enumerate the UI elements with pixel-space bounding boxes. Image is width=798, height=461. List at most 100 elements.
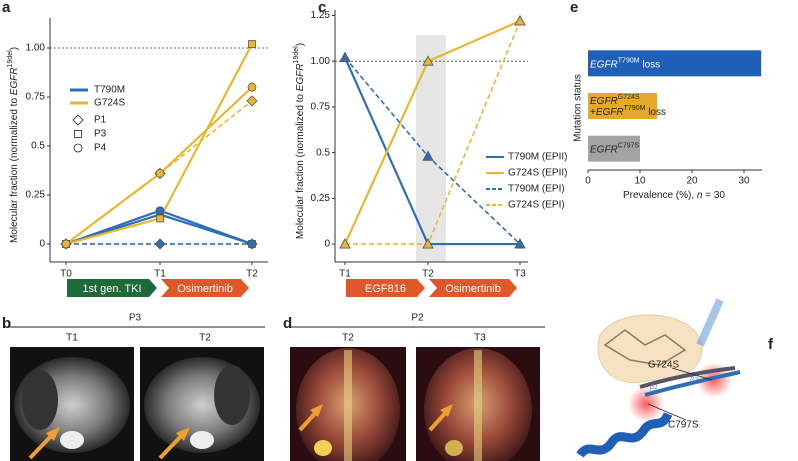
strand-label: β1: [649, 384, 658, 391]
legend-label: P1: [94, 115, 107, 126]
treatment-label: EGF816: [365, 283, 406, 295]
marker: [247, 239, 257, 249]
marker: [248, 40, 256, 48]
panel-letter: f: [768, 336, 774, 353]
marker: [247, 82, 257, 92]
bar-label-part: loss: [645, 107, 666, 118]
panel-title: P2: [411, 313, 424, 324]
bar-label-part: EGFR: [590, 144, 618, 155]
timepoint-label: T1: [66, 333, 78, 344]
timepoint-label: T2: [342, 333, 354, 344]
bar-label: EGFRG724S: [590, 94, 640, 107]
strand-label: β2: [689, 377, 698, 384]
timepoint-label: T2: [199, 333, 211, 344]
marker: [422, 55, 434, 66]
y-axis-label-part: EGFR: [9, 67, 20, 95]
y-axis-label-part: ): [9, 47, 20, 50]
x-tick-label: 0: [585, 176, 591, 187]
marker: [72, 114, 84, 126]
treatment-label: Osimertinib: [445, 283, 501, 295]
bar-label-part: C797S: [618, 143, 640, 150]
marker: [514, 238, 526, 249]
marker: [246, 95, 258, 107]
marker: [61, 239, 71, 249]
treatment-arrow: [429, 279, 517, 297]
marker: [422, 238, 434, 249]
ct-images: [10, 347, 264, 461]
treatment-arrow: [346, 279, 425, 297]
bar-label-part: T790M: [624, 105, 646, 112]
y-tick-label: 0.75: [311, 102, 331, 113]
x-axis-label: Prevalence (%), n = 30: [623, 190, 725, 201]
y-axis-label-part: Molecular fraction (normalized to: [295, 91, 306, 239]
y-tick-label: 1.25: [311, 10, 331, 21]
panel-title: P3: [129, 313, 142, 324]
legend-label: P3: [94, 129, 107, 140]
y-axis-label: Mutation status: [573, 74, 584, 142]
y-tick-label: 0.5: [31, 141, 45, 152]
y-axis-label: Molecular fraction (normalized to EGFR19…: [7, 47, 20, 243]
panel-letter: e: [570, 0, 578, 16]
treatment-arrow: [161, 279, 249, 297]
y-tick-label: 1.00: [311, 56, 331, 67]
marker: [74, 130, 82, 138]
x-tick-label: 10: [634, 176, 646, 187]
x-axis-label-part: = 30: [702, 190, 725, 201]
x-tick-label: T0: [60, 269, 72, 280]
x-tick-label: T2: [246, 269, 258, 280]
bar-label: EGFRT790M loss: [590, 57, 660, 70]
panel-letter: a: [2, 0, 11, 16]
treatment-label: Osimertinib: [177, 283, 233, 295]
legend-label: T790M (EPI): [508, 184, 565, 195]
y-axis-label-part: 19del: [7, 50, 14, 68]
y-axis-label-part: ): [295, 43, 306, 46]
y-tick-label: 0.5: [316, 147, 330, 158]
bar-label-part: EGFR: [590, 96, 618, 107]
bar: [588, 50, 762, 77]
y-axis-label-part: Molecular fraction (normalized to: [9, 95, 20, 243]
x-tick-label: 30: [738, 176, 750, 187]
treatment-label: 1st gen. TKI: [82, 283, 141, 295]
protein-structure: [576, 298, 741, 458]
panel-letter: c: [318, 0, 326, 16]
series-line: [65, 100, 253, 245]
bar-label: EGFRC797S: [590, 143, 640, 156]
panel-letter: d: [283, 315, 292, 332]
bar-label-part: EGFR: [596, 107, 624, 118]
residue-label: G724S: [648, 360, 679, 371]
marker: [156, 214, 164, 223]
bar-label-part: +: [590, 107, 596, 118]
bar: [588, 135, 640, 162]
y-axis-label-part: EGFR: [295, 63, 306, 91]
x-tick-label: 20: [686, 176, 698, 187]
marker: [339, 238, 351, 249]
marker: [422, 150, 434, 161]
timepoint-label: T3: [474, 333, 486, 344]
bar-label-part: T790M: [618, 57, 640, 64]
legend-label: T790M (EPII): [508, 152, 567, 163]
x-axis-label-part: n: [697, 190, 703, 201]
x-tick-label: T2: [422, 269, 434, 280]
y-axis-label-part: 19del: [293, 46, 300, 64]
treatment-arrow: [67, 279, 157, 297]
legend-label: G724S (EPI): [508, 200, 565, 211]
bar-label-part: loss: [640, 59, 661, 70]
x-tick-label: T1: [154, 269, 166, 280]
marker: [73, 143, 83, 153]
pet-images: [290, 347, 540, 461]
bar-label-part: G724S: [618, 94, 640, 101]
bar-label-part: EGFR: [590, 59, 618, 70]
marker: [514, 15, 526, 26]
legend-label: G724S: [94, 98, 125, 109]
marker: [155, 169, 165, 178]
y-tick-label: 0.25: [311, 193, 331, 204]
y-tick-label: 0: [39, 239, 45, 250]
y-tick-label: 0.25: [26, 190, 46, 201]
shade-band: [416, 35, 446, 262]
legend-label: T790M: [94, 85, 125, 96]
x-tick-label: T3: [514, 269, 526, 280]
panel-letter: b: [2, 315, 11, 332]
bar: [588, 93, 658, 119]
legend-label: P4: [94, 143, 107, 154]
